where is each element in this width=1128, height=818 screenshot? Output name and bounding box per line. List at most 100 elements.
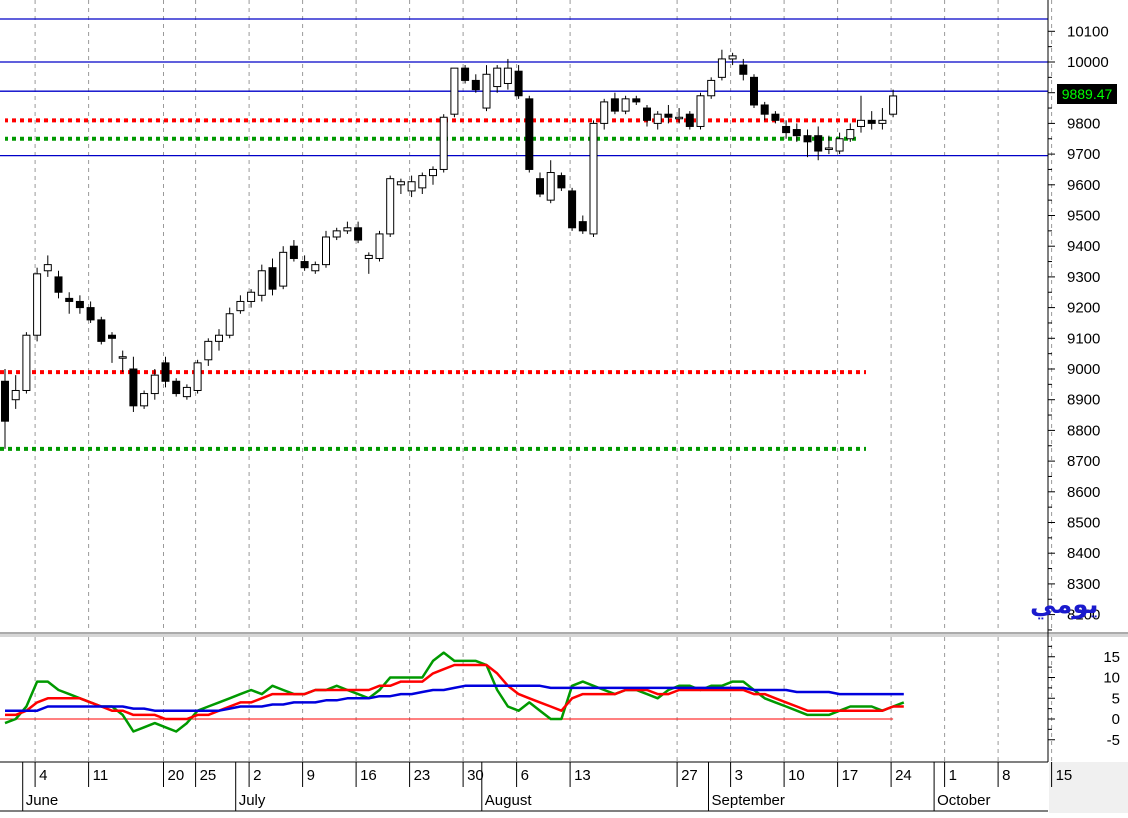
- candle: [525, 95, 534, 173]
- x-tick-label: 2: [253, 767, 261, 784]
- candle: [696, 92, 705, 130]
- candle-body-down: [75, 300, 84, 309]
- candle: [557, 172, 566, 191]
- candle: [75, 295, 84, 314]
- candle: [108, 332, 116, 363]
- panel-separator: [0, 632, 1128, 637]
- candle: [311, 261, 320, 274]
- candle-body-up: [364, 254, 373, 259]
- y-tick-label: 9400: [1067, 238, 1100, 255]
- candle: [97, 316, 106, 345]
- candle: [65, 292, 74, 314]
- x-tick-label: 8: [1002, 767, 1010, 784]
- candle-body-up: [257, 270, 266, 296]
- candle-body-down: [557, 175, 566, 189]
- candle-body-down: [782, 125, 791, 134]
- y-tick-label: 9500: [1067, 208, 1100, 225]
- candle: [172, 378, 181, 397]
- candle: [364, 252, 373, 274]
- candle-body-up: [418, 175, 427, 189]
- candle-body-up: [600, 101, 609, 124]
- candle: [150, 369, 159, 400]
- candle-body-down: [1, 380, 9, 422]
- candle: [471, 74, 480, 93]
- candle-body-up: [279, 251, 288, 287]
- candle-body-up: [407, 181, 416, 192]
- candle: [782, 120, 791, 139]
- period-label: يومي: [1030, 590, 1098, 620]
- x-tick-label: 15: [1056, 767, 1073, 784]
- candle-body-up: [546, 172, 555, 201]
- candle: [610, 92, 619, 115]
- candle-body-up: [396, 181, 405, 186]
- candle-body-up: [236, 300, 245, 312]
- x-tick-label: 23: [414, 767, 431, 784]
- candle: [279, 246, 288, 290]
- x-tick-label: 30: [467, 767, 484, 784]
- x-tick-label: 6: [521, 767, 529, 784]
- candle-body-down: [685, 113, 694, 127]
- candle: [578, 215, 587, 234]
- candle: [236, 295, 245, 314]
- candle: [450, 67, 459, 118]
- candle-body-down: [54, 276, 63, 293]
- candle: [43, 255, 52, 277]
- candle: [343, 221, 352, 234]
- candle-body-up: [204, 340, 213, 361]
- candle: [268, 258, 277, 296]
- candle-body-down: [814, 135, 823, 152]
- y-tick-label: 8900: [1067, 392, 1100, 409]
- candle: [643, 104, 651, 127]
- candle-body-up: [707, 79, 716, 97]
- candle: [750, 74, 758, 109]
- candle-body-down: [461, 67, 470, 81]
- candle: [664, 104, 673, 124]
- candle-body-up: [22, 334, 31, 391]
- candle: [728, 52, 737, 66]
- month-label: September: [712, 792, 785, 809]
- candle-body-down: [739, 64, 748, 75]
- candle-body-up: [493, 67, 502, 88]
- candle-body-up: [225, 313, 234, 336]
- candle-body-down: [525, 98, 534, 170]
- y-tick-label: 10100: [1067, 23, 1109, 40]
- candle-body-up: [182, 386, 191, 398]
- candle-body-down: [65, 297, 74, 302]
- y-tick-label: 8600: [1067, 484, 1100, 501]
- candle: [685, 111, 694, 130]
- candle-body-up: [375, 233, 384, 259]
- x-tick-label: 27: [681, 767, 698, 784]
- candle-body-down: [300, 261, 309, 269]
- y-tick-label: 9700: [1067, 146, 1100, 163]
- candle-body-up: [215, 334, 223, 342]
- candle-body-down: [760, 104, 769, 115]
- candle-body-up: [193, 362, 202, 391]
- candle: [33, 267, 42, 342]
- x-tick-label: 11: [93, 767, 109, 784]
- candle: [225, 307, 234, 339]
- candle-body-up: [835, 138, 844, 152]
- candle: [118, 350, 127, 373]
- candle: [375, 230, 384, 262]
- y-tick-label: 9100: [1067, 330, 1100, 347]
- candle: [889, 89, 898, 118]
- candle: [568, 187, 577, 231]
- last-price-badge: [1057, 84, 1117, 104]
- y-tick-label: 8700: [1067, 453, 1100, 470]
- candle: [322, 230, 330, 268]
- candle-body-down: [354, 227, 363, 241]
- candle-body-up: [439, 116, 448, 170]
- candle: [1, 369, 9, 449]
- candle-body-up: [386, 178, 395, 235]
- candle: [675, 108, 684, 124]
- candle-body-up: [728, 55, 737, 60]
- candle-body-up: [343, 227, 352, 232]
- last-price-label: 9889.47: [1062, 86, 1113, 102]
- candle: [503, 58, 512, 90]
- candle-body-up: [11, 389, 20, 401]
- candle-body-down: [536, 178, 544, 195]
- candle-body-up: [429, 168, 437, 177]
- candle-body-up: [846, 129, 855, 140]
- candle-body-down: [161, 362, 170, 382]
- candle-body-down: [268, 267, 277, 290]
